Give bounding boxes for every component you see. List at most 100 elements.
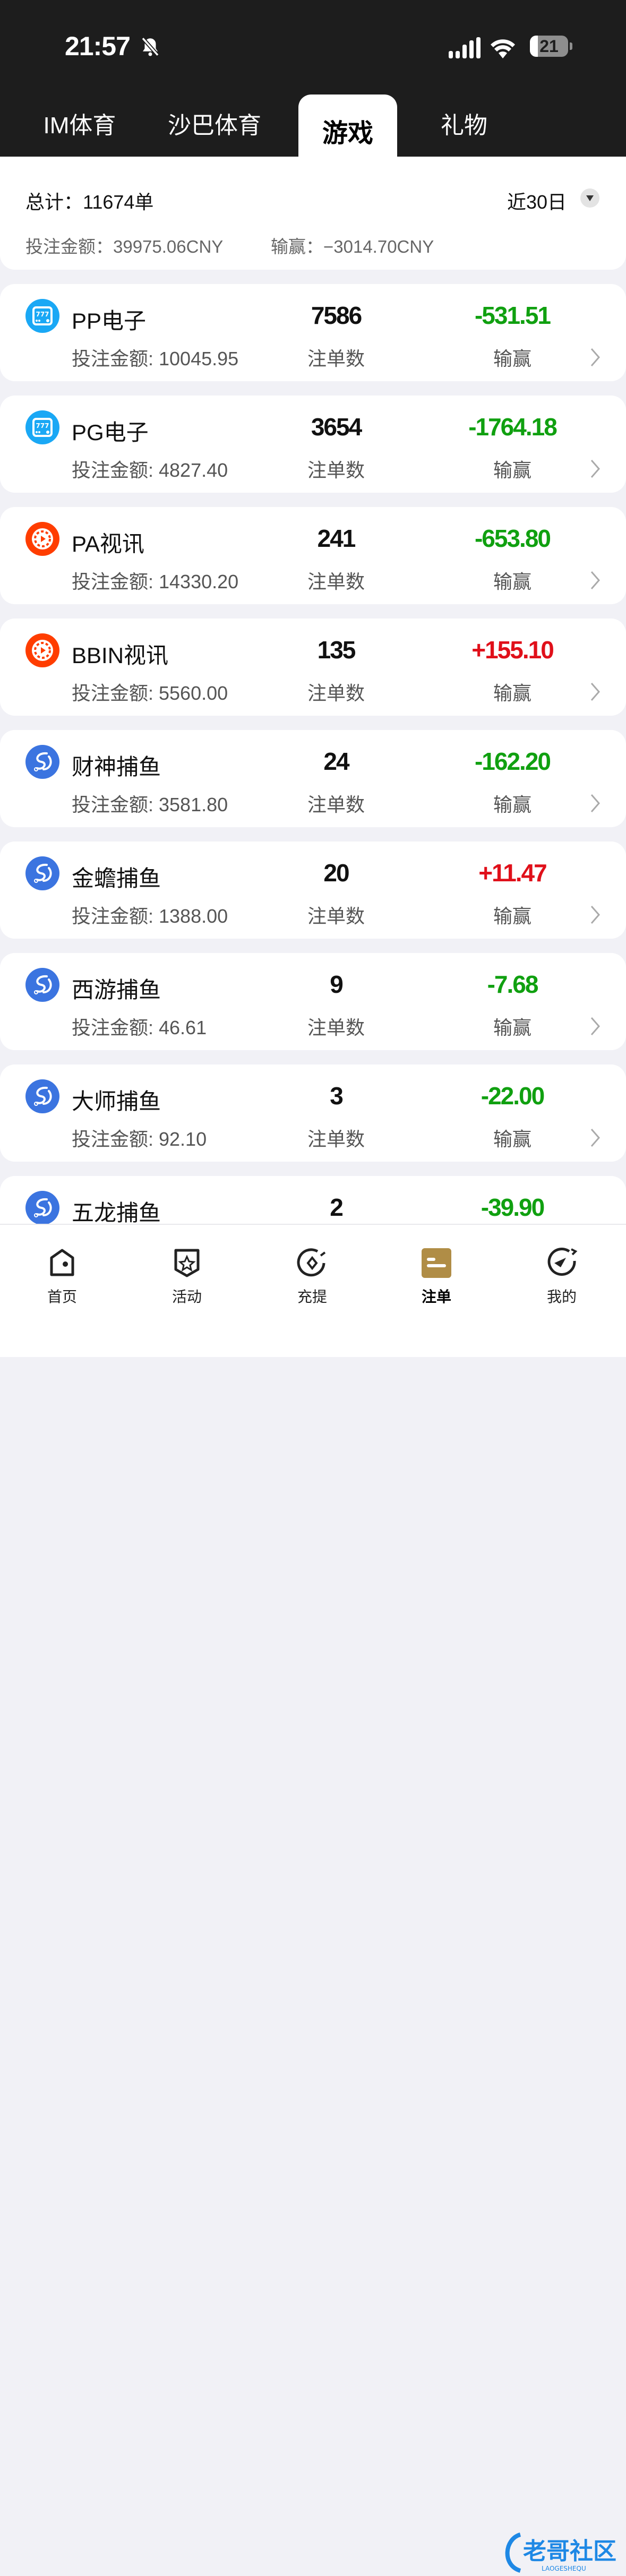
- bet-amount: 投注金额: 3581.80: [72, 794, 228, 815]
- order-count: 135: [317, 636, 356, 664]
- win-loss-value: -653.80: [474, 525, 551, 552]
- orders-icon: [422, 1248, 451, 1278]
- fishing-icon: [25, 856, 59, 890]
- tab-saba-sports[interactable]: 沙巴体育: [168, 113, 261, 139]
- win-loss-label: 输赢: [493, 459, 532, 481]
- bet-amount: 投注金额: 5560.00: [72, 682, 228, 704]
- header: 21:57 21 IM体育 沙巴体育 游戏 礼物: [0, 0, 626, 157]
- order-count: 9: [330, 971, 344, 998]
- bet-amount: 投注金额: 1388.00: [72, 905, 228, 927]
- tab-im-sports[interactable]: IM体育: [43, 113, 116, 139]
- win-loss-value: -531.51: [474, 302, 551, 329]
- order-count-label: 注单数: [307, 905, 365, 927]
- date-range-select[interactable]: 近30日: [507, 191, 567, 213]
- game-row[interactable]: 西游捕鱼 投注金额: 46.61 9 注单数 -7.68 输赢: [0, 953, 626, 1050]
- bet-amount: 投注金额: 14330.20: [72, 571, 239, 593]
- slot-777-icon: 777: [25, 410, 59, 444]
- order-count-label: 注单数: [307, 682, 365, 704]
- chevron-right-icon[interactable]: [588, 1127, 602, 1148]
- fishing-icon: [25, 968, 59, 1002]
- tab-label: 注单: [421, 1289, 451, 1305]
- game-name: PP电子: [72, 308, 147, 333]
- chevron-right-icon[interactable]: [588, 570, 602, 591]
- total-bet-amount: 投注金额：39975.06CNY: [25, 237, 224, 256]
- order-count: 3: [330, 1082, 344, 1110]
- game-row[interactable]: PA视讯 投注金额: 14330.20 241 注单数 -653.80 输赢: [0, 507, 626, 604]
- chevron-right-icon[interactable]: [588, 793, 602, 814]
- chevron-right-icon[interactable]: [588, 1016, 602, 1037]
- order-count-label: 注单数: [307, 1128, 365, 1150]
- tab-home[interactable]: 首页: [25, 1247, 99, 1307]
- order-count-label: 注单数: [307, 348, 365, 370]
- chevron-right-icon[interactable]: [588, 458, 602, 479]
- total-win-loss: 输赢：−3014.70CNY: [271, 237, 434, 256]
- order-count-label: 注单数: [307, 571, 365, 593]
- game-name: BBIN视讯: [72, 643, 169, 668]
- fishing-icon: [25, 1079, 59, 1113]
- tab-deposit[interactable]: 充提: [275, 1247, 349, 1307]
- fishing-icon: [25, 1191, 59, 1225]
- tab-games[interactable]: 游戏: [298, 95, 397, 157]
- win-loss-value: +155.10: [471, 636, 554, 664]
- bet-amount: 投注金额: 92.10: [72, 1128, 207, 1150]
- game-row[interactable]: 金蟾捕鱼 投注金额: 1388.00 20 注单数 +11.47 输赢: [0, 842, 626, 939]
- win-loss-label: 输赢: [493, 682, 532, 704]
- tab-activity[interactable]: 活动: [150, 1247, 224, 1307]
- game-name: 大师捕鱼: [72, 1089, 161, 1114]
- game-row[interactable]: BBIN视讯 投注金额: 5560.00 135 注单数 +155.10 输赢: [0, 619, 626, 716]
- win-loss-value: +11.47: [478, 859, 547, 887]
- svg-text:LAOGESHEQU: LAOGESHEQU: [542, 2565, 586, 2572]
- win-loss-label: 输赢: [493, 571, 532, 593]
- order-count: 3654: [311, 413, 362, 441]
- game-name: PA视讯: [72, 531, 144, 556]
- win-loss-label: 输赢: [493, 794, 532, 815]
- order-count-label: 注单数: [307, 794, 365, 815]
- total-orders: 总计：11674单: [25, 191, 154, 213]
- fishing-icon: [25, 745, 59, 779]
- order-count: 241: [317, 525, 356, 552]
- game-row[interactable]: 大师捕鱼 投注金额: 92.10 3 注单数 -22.00 输赢: [0, 1064, 626, 1162]
- bet-amount: 投注金额: 46.61: [72, 1017, 207, 1038]
- order-count: 24: [323, 748, 349, 775]
- game-row[interactable]: 777 PP电子 投注金额: 10045.95 7586 注单数 -531.51…: [0, 284, 626, 381]
- slot-777-icon: 777: [25, 299, 59, 333]
- chevron-right-icon[interactable]: [588, 681, 602, 702]
- profile-icon: [547, 1248, 578, 1276]
- game-name: 西游捕鱼: [72, 977, 161, 1002]
- win-loss-value: -1764.18: [468, 413, 558, 441]
- home-icon: [50, 1249, 74, 1276]
- tab-profile[interactable]: 我的: [525, 1247, 599, 1307]
- bell-slash-icon: [141, 37, 159, 57]
- battery-icon: 21: [530, 36, 568, 57]
- dropdown-icon[interactable]: [580, 188, 599, 208]
- win-loss-value: -162.20: [474, 748, 551, 775]
- win-loss-label: 输赢: [493, 1128, 532, 1150]
- bet-amount: 投注金额: 10045.95: [72, 348, 239, 370]
- tab-orders[interactable]: 注单: [399, 1247, 474, 1307]
- win-loss-label: 输赢: [493, 348, 532, 370]
- bet-amount: 投注金额: 4827.40: [72, 459, 228, 481]
- chevron-right-icon[interactable]: [588, 347, 602, 368]
- chevron-right-icon[interactable]: [588, 904, 602, 925]
- win-loss-label: 输赢: [493, 905, 532, 927]
- svg-text:777: 777: [36, 422, 49, 430]
- wifi-icon: [491, 39, 515, 58]
- order-count-label: 注单数: [307, 1017, 365, 1038]
- deposit-icon: [297, 1248, 326, 1277]
- win-loss-label: 输赢: [493, 1017, 532, 1038]
- svg-text:老哥社区: 老哥社区: [523, 2538, 616, 2565]
- win-loss-value: -7.68: [487, 971, 539, 998]
- status-time: 21:57: [65, 31, 131, 61]
- tab-gifts[interactable]: 礼物: [441, 113, 487, 139]
- bottom-tab-bar: 首页 活动 充提 注单 我的 老哥社区 LAOGESHEQU: [0, 1224, 626, 2573]
- win-loss-value: -39.90: [481, 1193, 545, 1221]
- activity-star-icon: [174, 1249, 200, 1277]
- win-loss-value: -22.00: [481, 1082, 545, 1110]
- game-row[interactable]: 财神捕鱼 投注金额: 3581.80 24 注单数 -162.20 输赢: [0, 730, 626, 827]
- live-video-icon: [25, 633, 59, 667]
- game-row[interactable]: 777 PG电子 投注金额: 4827.40 3654 注单数 -1764.18…: [0, 396, 626, 493]
- order-count: 2: [330, 1193, 344, 1221]
- live-video-icon: [25, 522, 59, 556]
- game-name: 财神捕鱼: [72, 754, 161, 779]
